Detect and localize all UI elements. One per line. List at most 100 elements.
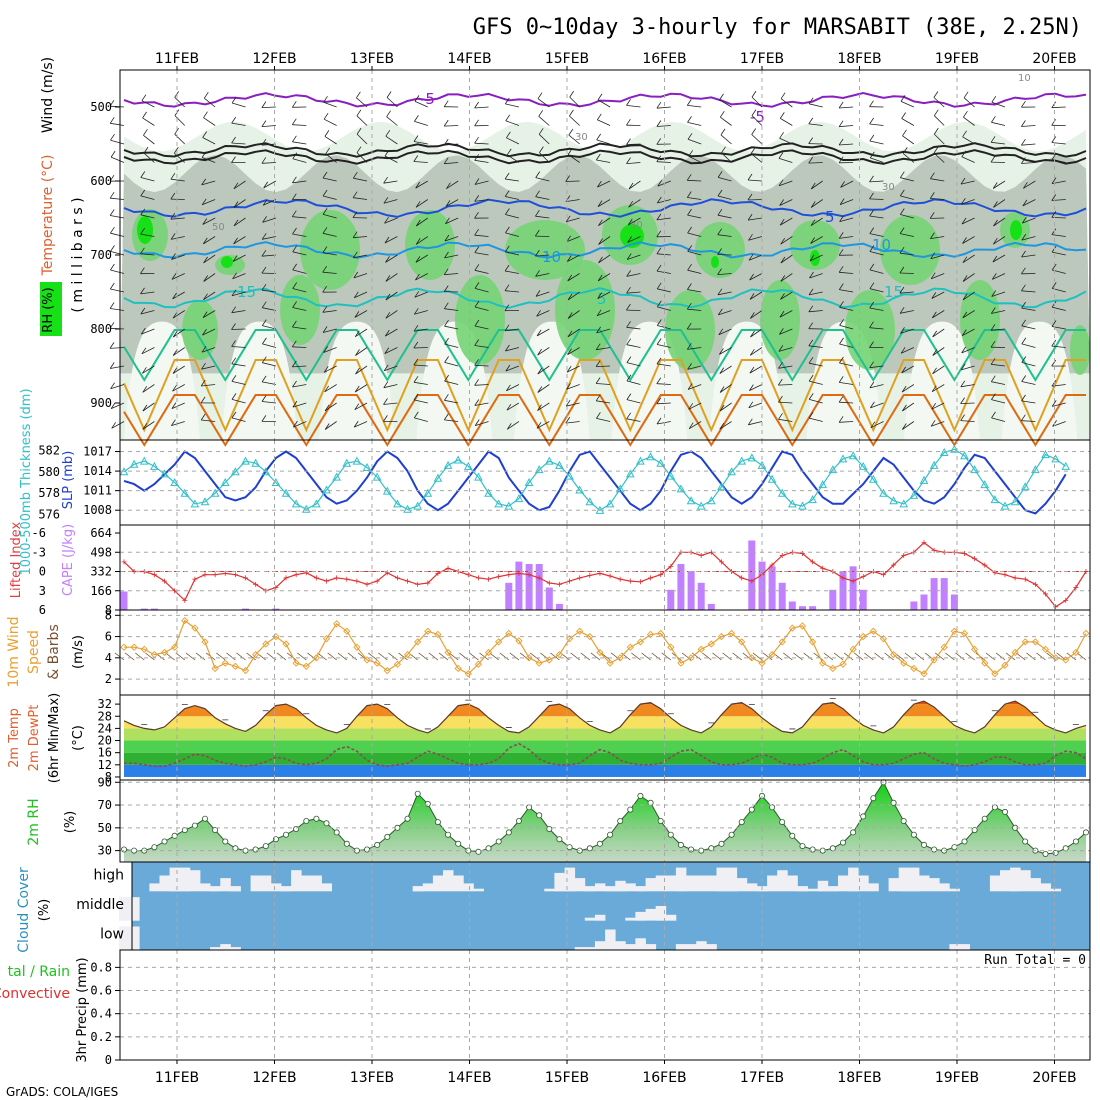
wind-barb <box>778 418 793 422</box>
lifted-index-point <box>850 578 856 584</box>
wind-speed-point <box>981 659 989 667</box>
thickness-point <box>717 482 726 491</box>
wind-barb <box>991 363 1006 367</box>
wind-barb-feather <box>838 156 844 164</box>
cape-bar <box>950 594 958 610</box>
wind-barb-feather <box>656 300 662 308</box>
wind-barb <box>535 273 550 277</box>
wind-barb-feather <box>991 393 996 400</box>
cape-bar <box>829 589 837 610</box>
lifted-index-point <box>1022 576 1028 582</box>
wind-barb-feather <box>778 362 783 369</box>
wind-barb-feather <box>717 189 723 197</box>
wind-speed-point <box>849 645 857 653</box>
wind-barb-feather <box>717 288 723 296</box>
wind-barb <box>292 326 307 330</box>
wind-barb-feather <box>1021 157 1026 164</box>
wind-barb-feather <box>384 329 390 337</box>
wind-barb-feather <box>143 146 149 154</box>
wind-speed-point <box>464 670 472 678</box>
wind-barb-feather <box>231 323 236 330</box>
wind-barb <box>324 365 337 373</box>
wind-barb-feather <box>1021 216 1027 224</box>
wind-barb-10m <box>1005 652 1016 661</box>
wind-barb-10m <box>691 652 702 661</box>
cape-bar <box>920 594 928 610</box>
wind-barb-10m <box>823 652 834 661</box>
thickness-point <box>403 504 412 513</box>
wind-barb-feather <box>536 310 541 317</box>
lifted-index-point <box>698 552 704 558</box>
thickness-point <box>1000 501 1010 510</box>
wind-barb-feather <box>110 245 115 252</box>
wind-barb <box>566 236 580 243</box>
wind-barb-feather <box>233 182 239 190</box>
cloud-mid-bar <box>625 917 636 921</box>
wind-barb <box>505 232 520 237</box>
wind-barb-feather <box>356 91 361 99</box>
wind-barb <box>231 328 246 330</box>
wind-barb-feather <box>537 348 542 356</box>
wind-barb <box>992 254 1006 263</box>
wind-barb <box>751 115 763 126</box>
wind-barb <box>901 365 915 374</box>
wind-barb-feather <box>627 236 633 243</box>
lifted-index-point <box>364 581 370 587</box>
wind-barb-feather <box>748 401 754 409</box>
wind-barb <box>930 254 945 260</box>
wind-barb-feather <box>109 282 115 290</box>
wind-barb <box>869 288 884 293</box>
wind-barb <box>717 195 732 200</box>
wind-barb <box>323 347 337 353</box>
wind-barb-feather <box>142 386 148 393</box>
thickness-point <box>362 462 372 471</box>
axis-tick-label: 32 <box>98 697 112 711</box>
wind-barb <box>474 402 489 406</box>
axis-title: (%) <box>63 811 78 834</box>
wind-barb-feather <box>292 176 297 184</box>
wind-barb <box>292 180 307 184</box>
axis-tick-label: 1008 <box>83 503 112 517</box>
wind-barb-feather <box>656 282 662 290</box>
wind-barb <box>688 421 702 430</box>
wind-barb-feather <box>261 319 267 326</box>
wind-barb-feather <box>567 274 573 282</box>
wind-barb-10m <box>783 652 793 661</box>
wind-barb-feather <box>839 356 844 364</box>
wind-barb-feather <box>443 157 449 164</box>
thickness-point <box>322 485 331 494</box>
wind-barb-feather <box>809 271 814 279</box>
wind-barb-10m <box>874 652 884 661</box>
wind-barb <box>899 291 914 294</box>
rh-point <box>262 843 269 850</box>
date-axis-bottom: 11FEB 12FEB 13FEB 14FEB 15FEB 16FEB 17FEB 18FEB… <box>155 1070 1077 1086</box>
wind-barb <box>110 156 125 163</box>
cape-bar <box>525 564 533 610</box>
wind-barb-feather <box>808 356 814 364</box>
wind-barb <box>444 125 459 127</box>
wind-speed-point <box>960 629 969 638</box>
wind-barb-feather <box>626 338 632 345</box>
wind-barb <box>627 236 641 243</box>
thickness-point <box>504 501 514 510</box>
wind-barb-feather <box>504 172 510 180</box>
wind-speed-point <box>140 645 148 653</box>
wind-barb <box>991 417 1006 422</box>
wind-barb-feather <box>109 191 115 199</box>
cloud-high-bar <box>949 888 960 892</box>
wind-barb <box>717 177 732 182</box>
temp-band <box>124 752 1086 765</box>
wind-barb-feather <box>900 327 905 334</box>
thickness-line <box>123 448 1067 512</box>
rh-point <box>1022 838 1029 845</box>
wind-barb <box>960 402 975 404</box>
rh-point <box>556 836 563 843</box>
wind-barb <box>537 347 550 356</box>
wind-barb <box>687 289 702 293</box>
wind-barb-feather <box>505 364 511 372</box>
cloud-high-bar <box>432 875 444 892</box>
wind-speed-point <box>748 654 756 662</box>
rh-point <box>1002 808 1009 815</box>
wind-barb-feather <box>779 310 785 318</box>
wind-barb <box>1022 217 1036 224</box>
